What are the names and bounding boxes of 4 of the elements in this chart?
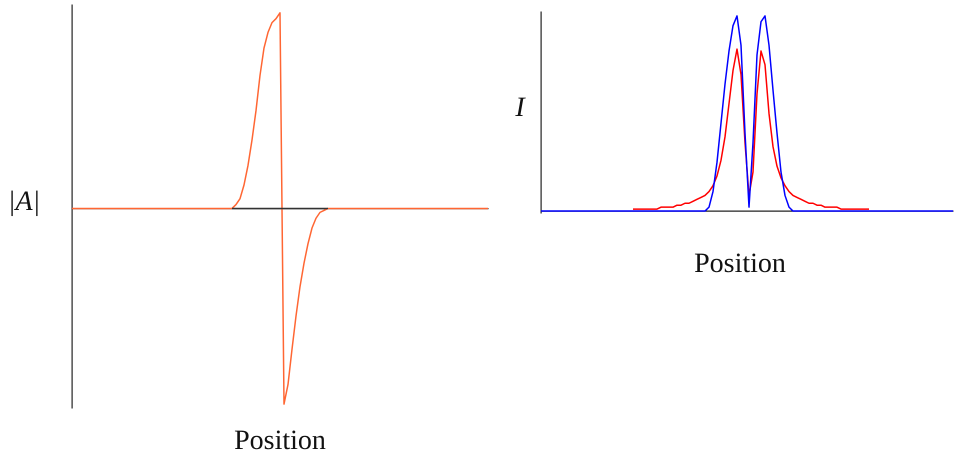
y-axis-title: I	[514, 92, 527, 124]
y-axis-title: |A|	[6, 186, 42, 218]
x-axis-title: Position	[693, 248, 787, 280]
x-axis-title: Position	[233, 425, 327, 457]
